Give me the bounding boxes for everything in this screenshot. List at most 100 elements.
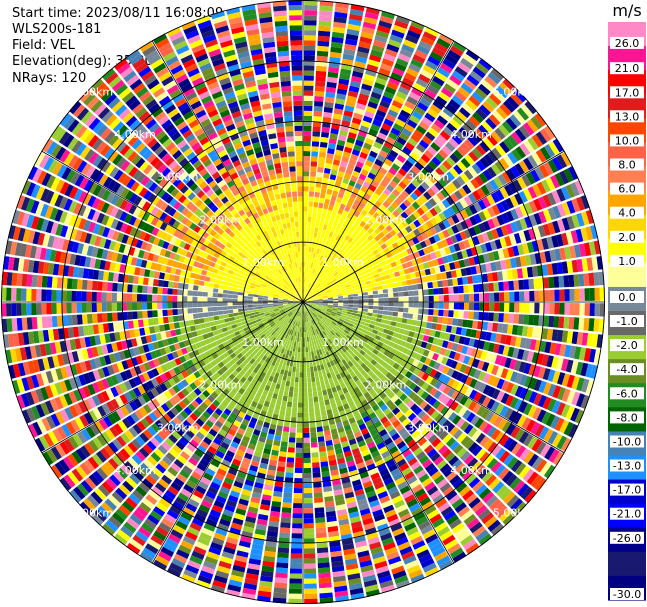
ppi-gate: [532, 407, 542, 420]
ppi-gate: [507, 456, 519, 470]
ppi-gate: [309, 326, 313, 332]
ppi-gate: [489, 302, 495, 312]
ppi-gate: [242, 435, 251, 443]
ppi-gate: [385, 379, 393, 388]
ppi-gate: [238, 444, 247, 453]
ppi-gate: [403, 329, 410, 336]
ppi-gate: [245, 573, 259, 581]
ppi-gate: [290, 330, 294, 336]
ppi-gate: [246, 368, 253, 376]
ppi-gate: [341, 312, 347, 316]
ppi-gate: [101, 292, 107, 302]
ppi-gate: [217, 416, 226, 425]
ppi-gate: [566, 374, 575, 388]
ppi-gate: [183, 507, 195, 517]
ppi-gate: [453, 429, 463, 440]
ppi-gate: [358, 305, 364, 309]
ppi-gate: [71, 290, 77, 302]
ppi-gate: [419, 496, 431, 507]
ppi-gate: [269, 335, 275, 341]
ppi-gate: [487, 374, 496, 386]
ppi-gate: [365, 527, 377, 536]
ppi-gate: [126, 542, 141, 555]
ppi-gate: [331, 311, 337, 315]
ppi-gate: [207, 292, 213, 297]
ppi-gate: [286, 334, 291, 340]
ppi-gate: [237, 545, 250, 553]
ppi-gate: [307, 341, 310, 347]
ppi-gate: [358, 395, 366, 402]
ppi-gate: [228, 428, 237, 437]
ppi-gate: [172, 315, 179, 322]
ppi-gate: [472, 480, 484, 493]
ppi-gate: [336, 400, 343, 408]
ppi-gate: [455, 482, 468, 493]
ppi-gate: [437, 339, 444, 347]
ppi-gate: [244, 452, 253, 460]
ppi-gate: [292, 330, 296, 336]
ppi-gate: [338, 518, 350, 526]
ppi-gate: [266, 339, 272, 345]
ppi-gate: [205, 468, 216, 477]
ppi-gate: [236, 550, 249, 558]
ppi-gate: [272, 332, 278, 338]
ppi-gate: [311, 307, 316, 311]
ppi-gate: [499, 302, 505, 312]
ppi-gate: [482, 373, 491, 384]
ppi-gate: [466, 347, 473, 356]
ppi-gate: [323, 491, 333, 498]
ppi-gate: [208, 428, 218, 437]
ppi-gate: [328, 393, 334, 400]
ppi-gate: [232, 377, 240, 384]
ppi-gate: [327, 525, 339, 533]
ppi-gate: [241, 383, 248, 391]
ppi-gate: [248, 558, 261, 566]
ppi-gate: [155, 502, 168, 513]
ppi-gate: [404, 362, 412, 371]
ppi-gate: [271, 501, 282, 508]
ppi-gate: [427, 351, 435, 359]
ppi-gate: [427, 485, 439, 496]
ppi-gate: [268, 341, 274, 347]
ppi-gate: [297, 311, 300, 317]
ppi-gate: [152, 310, 158, 318]
ppi-gate: [434, 330, 441, 338]
ppi-gate: [229, 282, 235, 288]
ppi-gate: [237, 305, 243, 309]
ppi-gate: [295, 331, 299, 337]
ppi-gate: [307, 321, 310, 327]
ppi-gate: [291, 543, 302, 549]
ppi-gate: [220, 323, 227, 329]
ppi-gate: [163, 273, 170, 281]
ppi-gate: [198, 504, 210, 514]
ppi-gate: [561, 358, 569, 372]
ppi-gate: [310, 442, 318, 448]
ppi-gate: [390, 348, 397, 355]
ppi-gate: [505, 335, 512, 346]
ppi-gate: [356, 313, 362, 318]
ppi-gate: [424, 357, 432, 366]
ppi-gate: [204, 556, 218, 565]
ppi-gate: [377, 463, 387, 472]
ppi-gate: [268, 464, 277, 471]
ppi-gate: [354, 319, 361, 324]
ppi-gate: [432, 517, 445, 529]
ppi-gate: [312, 472, 321, 478]
ppi-gate: [456, 344, 464, 353]
ppi-gate: [249, 465, 258, 472]
ppi-gate: [196, 508, 208, 518]
ppi-gate: [277, 329, 283, 335]
ppi-gate: [304, 593, 318, 599]
ppi-gate: [313, 324, 317, 330]
ppi-gate: [379, 446, 388, 455]
ppi-gate: [319, 456, 328, 463]
ppi-gate: [257, 297, 263, 300]
ppi-gate: [313, 312, 318, 317]
ppi-gate: [409, 382, 417, 391]
ppi-gate: [286, 323, 291, 329]
ppi-gate: [244, 479, 255, 487]
ppi-gate: [333, 327, 339, 333]
ppi-gate: [318, 572, 331, 579]
ppi-gate: [449, 440, 460, 451]
ppi-gate: [395, 579, 411, 589]
